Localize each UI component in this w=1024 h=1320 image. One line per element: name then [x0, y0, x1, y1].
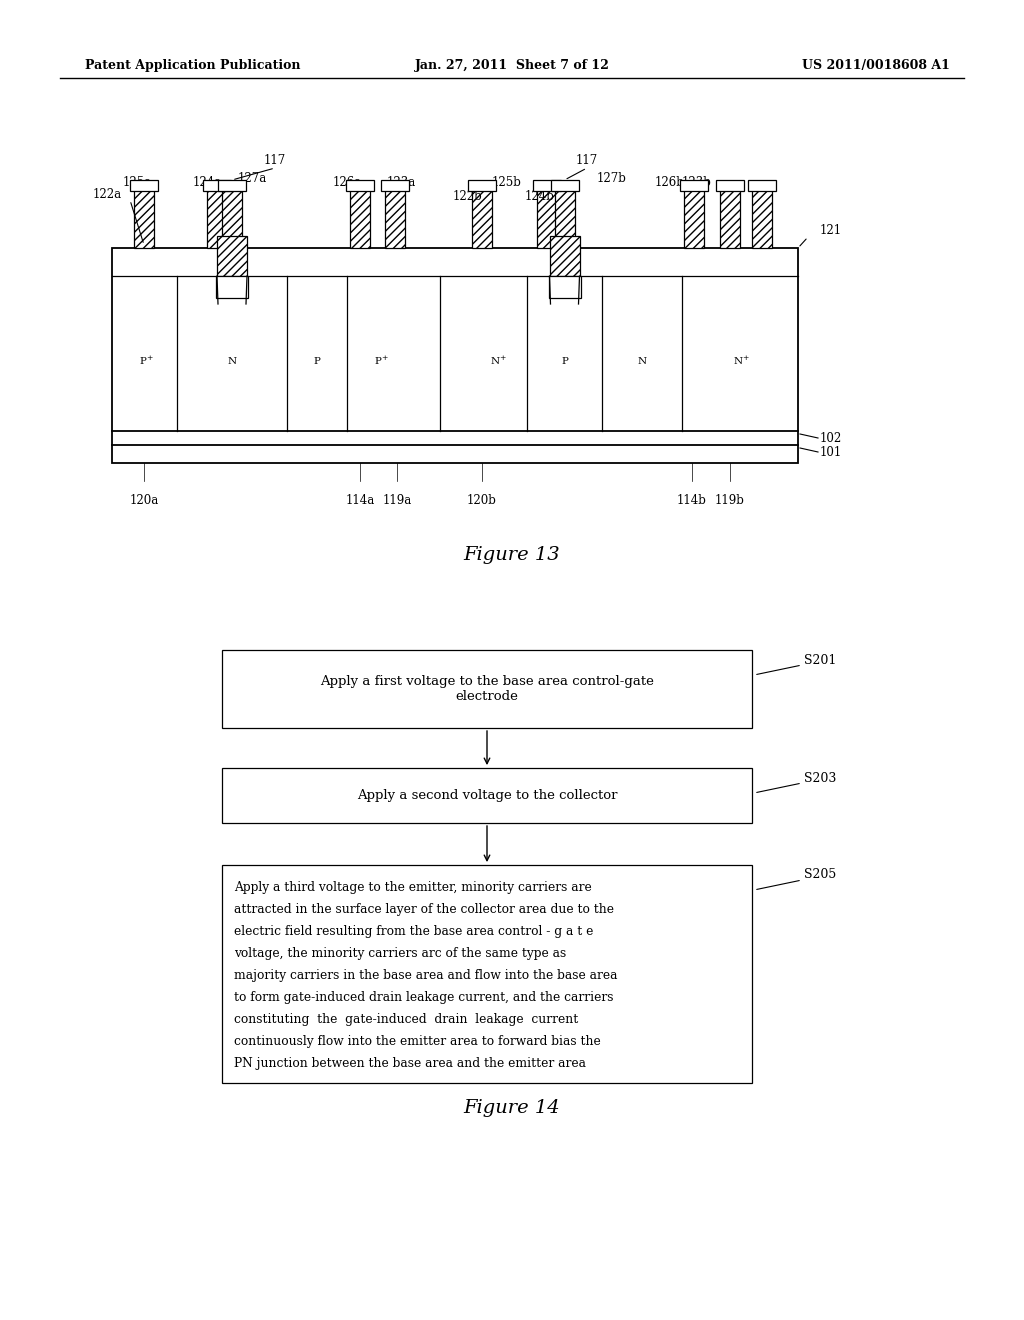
Text: 117: 117: [575, 153, 598, 166]
Text: 119b: 119b: [715, 495, 744, 507]
Text: Figure 14: Figure 14: [464, 1100, 560, 1117]
Text: S203: S203: [804, 771, 837, 784]
Text: S201: S201: [804, 653, 837, 667]
Bar: [218, 180, 246, 191]
Bar: [385, 190, 406, 248]
Bar: [222, 768, 752, 822]
Text: 101: 101: [820, 446, 843, 458]
Text: 125b: 125b: [493, 177, 522, 190]
Text: 102: 102: [820, 432, 843, 445]
Text: continuously flow into the emitter area to forward bias the: continuously flow into the emitter area …: [234, 1035, 601, 1048]
Text: to form gate-induced drain leakage current, and the carriers: to form gate-induced drain leakage curre…: [234, 991, 613, 1005]
Bar: [680, 180, 708, 191]
Text: 127a: 127a: [238, 172, 266, 185]
Bar: [222, 190, 242, 248]
Text: constituting  the  gate-induced  drain  leakage  current: constituting the gate-induced drain leak…: [234, 1012, 579, 1026]
Text: Figure 13: Figure 13: [464, 546, 560, 564]
Text: +: +: [146, 354, 153, 362]
Text: Apply a third voltage to the emitter, minority carriers are: Apply a third voltage to the emitter, mi…: [234, 880, 592, 894]
Bar: [472, 190, 492, 248]
Bar: [716, 180, 744, 191]
Text: voltage, the minority carriers arc of the same type as: voltage, the minority carriers arc of th…: [234, 946, 566, 960]
Text: electric field resulting from the base area control - g a t e: electric field resulting from the base a…: [234, 925, 593, 939]
Text: PN junction between the base area and the emitter area: PN junction between the base area and th…: [234, 1057, 586, 1071]
Text: +: +: [499, 354, 505, 362]
Bar: [537, 190, 557, 248]
Bar: [752, 190, 772, 248]
Bar: [112, 248, 798, 463]
Text: majority carriers in the base area and flow into the base area: majority carriers in the base area and f…: [234, 969, 617, 982]
Text: US 2011/0018608 A1: US 2011/0018608 A1: [802, 58, 950, 71]
Text: P: P: [139, 356, 146, 366]
Text: 123a: 123a: [387, 176, 416, 189]
Text: 125a: 125a: [123, 176, 152, 189]
Text: 126b: 126b: [655, 177, 685, 190]
Text: Patent Application Publication: Patent Application Publication: [85, 58, 300, 71]
Bar: [346, 180, 374, 191]
Text: 114b: 114b: [677, 495, 707, 507]
Bar: [130, 180, 158, 191]
Text: 124a: 124a: [193, 176, 221, 189]
Text: N: N: [637, 356, 646, 366]
Text: 124b: 124b: [525, 190, 555, 202]
Bar: [216, 276, 248, 298]
Bar: [381, 180, 409, 191]
Text: 119a: 119a: [382, 495, 412, 507]
Text: N: N: [490, 356, 500, 366]
Text: Jan. 27, 2011  Sheet 7 of 12: Jan. 27, 2011 Sheet 7 of 12: [415, 58, 609, 71]
Text: P: P: [313, 356, 321, 366]
Text: N: N: [733, 356, 742, 366]
Bar: [550, 236, 580, 276]
Text: 122a: 122a: [93, 189, 122, 202]
Text: +: +: [381, 354, 388, 362]
Text: Apply a first voltage to the base area control-gate: Apply a first voltage to the base area c…: [321, 675, 654, 688]
Bar: [534, 180, 561, 191]
Text: N: N: [227, 356, 237, 366]
Text: attracted in the surface layer of the collector area due to the: attracted in the surface layer of the co…: [234, 903, 614, 916]
Bar: [720, 190, 740, 248]
Text: S205: S205: [804, 869, 837, 882]
Bar: [555, 190, 574, 248]
Bar: [468, 180, 496, 191]
Bar: [134, 190, 154, 248]
Text: electrode: electrode: [456, 690, 518, 704]
Text: 127b: 127b: [597, 173, 627, 186]
Bar: [350, 190, 370, 248]
Text: 121: 121: [820, 223, 842, 236]
Text: 122b: 122b: [453, 190, 482, 202]
Bar: [217, 236, 247, 276]
Bar: [551, 180, 579, 191]
Bar: [203, 180, 231, 191]
Text: 126a: 126a: [333, 176, 361, 189]
Bar: [222, 865, 752, 1082]
Text: 123b: 123b: [682, 177, 712, 190]
Text: 120b: 120b: [467, 495, 497, 507]
Bar: [748, 180, 776, 191]
Text: 120a: 120a: [129, 495, 159, 507]
Text: 117: 117: [264, 153, 286, 166]
Text: +: +: [741, 354, 749, 362]
Text: Apply a second voltage to the collector: Apply a second voltage to the collector: [356, 789, 617, 803]
Bar: [684, 190, 705, 248]
Text: 114a: 114a: [345, 495, 375, 507]
Bar: [222, 649, 752, 729]
Bar: [207, 190, 227, 248]
Bar: [549, 276, 581, 298]
Text: P: P: [561, 356, 568, 366]
Text: P: P: [374, 356, 381, 366]
